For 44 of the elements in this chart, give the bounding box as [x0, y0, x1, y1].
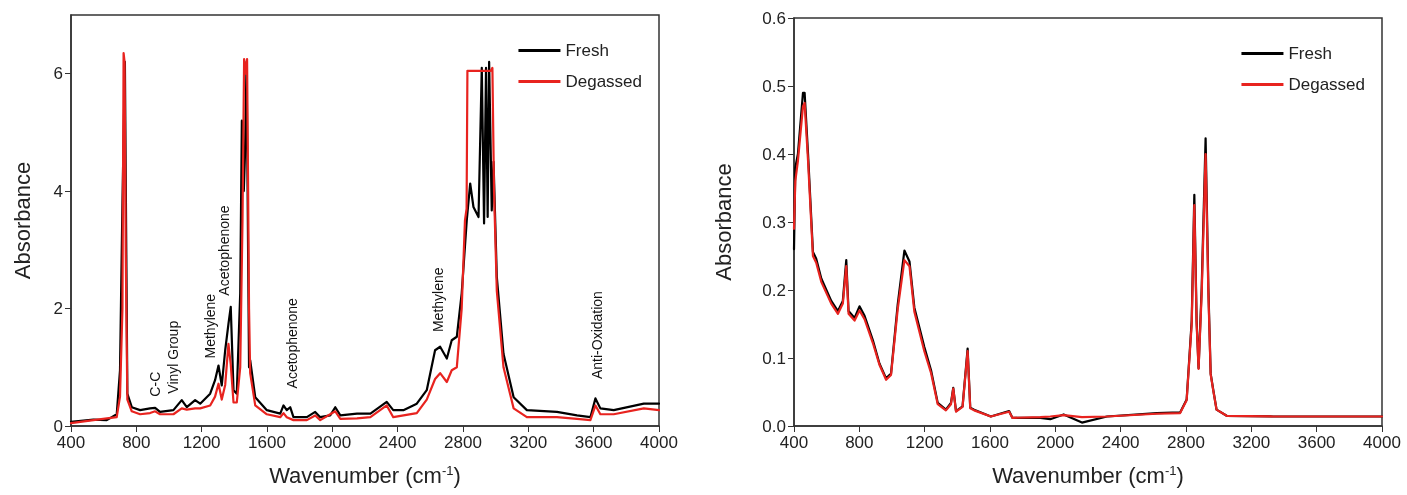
y-tick-label: 2	[53, 299, 63, 319]
x-tick-label: 3600	[574, 433, 613, 452]
x-tick-label: 2000	[1036, 433, 1075, 452]
legend-label: Degassed	[1288, 75, 1366, 94]
y-tick-label: 0.1	[762, 348, 786, 368]
x-tick-label: 800	[845, 433, 874, 452]
annotation: C-C	[147, 371, 164, 397]
x-tick-label: 3200	[509, 433, 548, 452]
y-tick-label: 4	[53, 181, 63, 201]
x-tick-label: 1600	[248, 433, 286, 452]
y-axis-title: Absorbance	[710, 163, 736, 281]
x-tick-label: 800	[122, 433, 151, 452]
x-tick-label: 2400	[1101, 433, 1140, 452]
x-tick-label: 4000	[640, 433, 678, 452]
y-tick-label: 0.0	[762, 416, 786, 436]
y-tick-label: 6	[53, 64, 63, 84]
x-tick-label: 1600	[971, 433, 1009, 452]
y-tick-label: 0.5	[762, 76, 786, 96]
y-tick-label: 0.6	[762, 8, 786, 28]
x-tick-label: 1200	[905, 433, 944, 452]
x-tick-label: 2800	[1167, 433, 1205, 452]
annotation: Acetophenone	[215, 205, 232, 296]
x-tick-label: 4000	[1363, 433, 1401, 452]
annotation: Methylene	[202, 293, 219, 359]
y-tick-label: 0.4	[762, 144, 786, 164]
y-axis-title: Absorbance	[9, 161, 35, 280]
annotation: Acetophenone	[283, 297, 300, 389]
legend-label: Fresh	[565, 41, 609, 60]
y-tick-label: 0.2	[762, 280, 786, 300]
x-tick-label: 2800	[444, 433, 482, 452]
x-tick-label: 2000	[313, 433, 352, 452]
y-tick-label: 0.3	[762, 212, 786, 232]
annotation: Anti-Oxidation	[589, 291, 606, 380]
x-tick-label: 400	[56, 433, 86, 452]
legend-label: Fresh	[1288, 44, 1332, 63]
x-tick-label: 3200	[1232, 433, 1271, 452]
x-tick-label: 1200	[182, 433, 221, 452]
x-tick-label: 400	[779, 433, 809, 452]
x-tick-label: 3600	[1297, 433, 1336, 452]
annotation: Vinyl Group	[165, 320, 182, 394]
y-tick-label: 0	[53, 416, 63, 436]
legend-label: Degassed	[565, 72, 643, 91]
annotation: Methylene	[430, 267, 447, 333]
x-tick-label: 2400	[378, 433, 417, 452]
